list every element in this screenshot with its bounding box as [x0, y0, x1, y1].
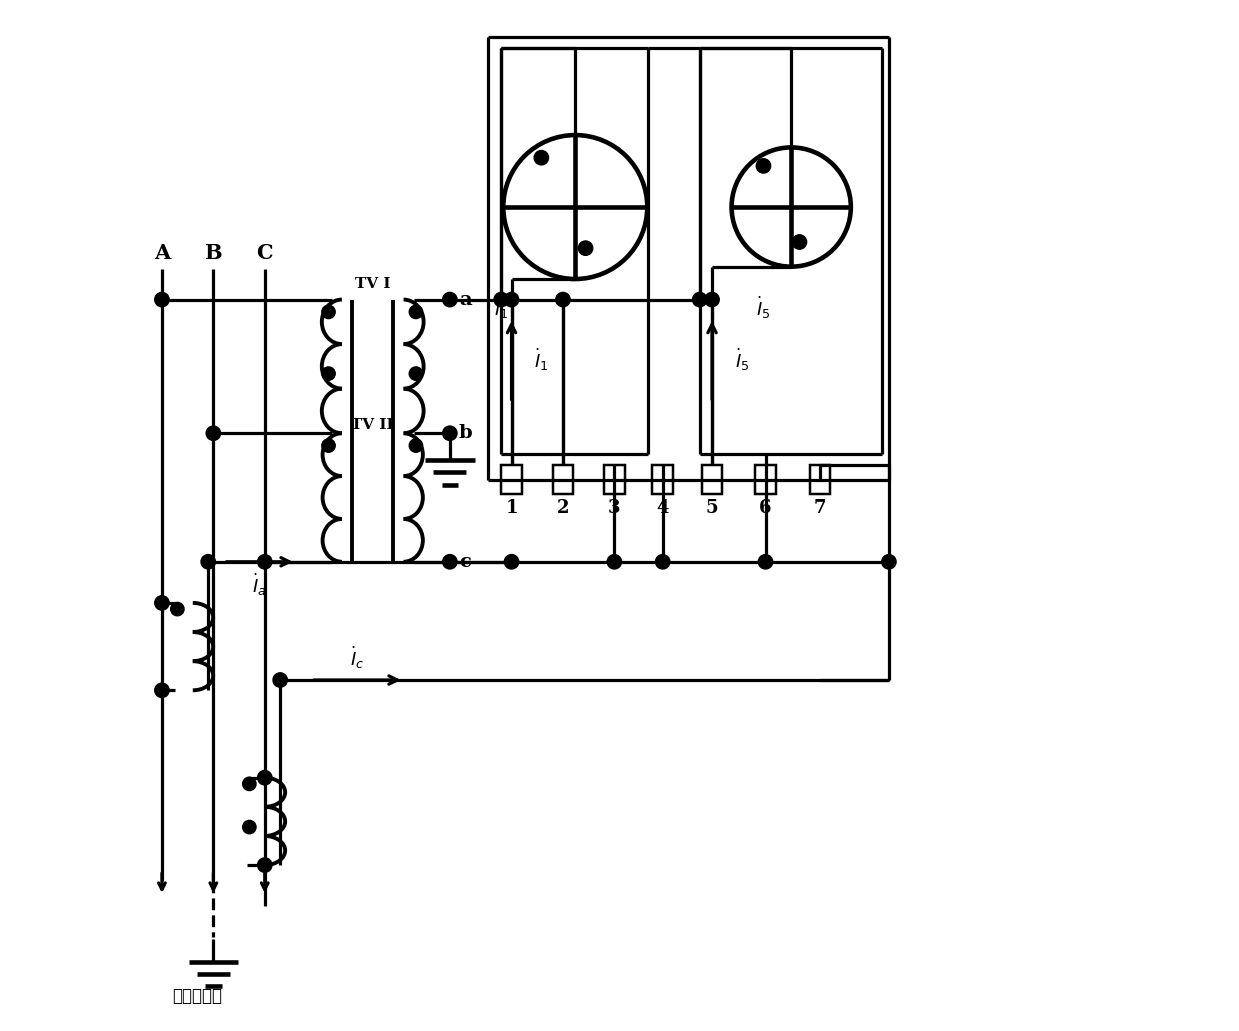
Text: 4: 4 [657, 499, 669, 518]
Circle shape [258, 555, 273, 569]
Text: 2: 2 [556, 499, 569, 518]
Text: B: B [204, 243, 222, 263]
Circle shape [243, 777, 256, 791]
Circle shape [206, 426, 221, 440]
Bar [553, 465, 574, 494]
Circle shape [409, 439, 422, 453]
Text: TV II: TV II [352, 418, 394, 432]
Circle shape [655, 555, 670, 569]
Circle shape [705, 293, 719, 307]
Circle shape [442, 426, 457, 440]
Bar [605, 465, 624, 494]
Text: 5: 5 [706, 499, 719, 518]
Text: TV I: TV I [356, 277, 390, 291]
Circle shape [442, 555, 457, 569]
Text: $\dot{I}_c$: $\dot{I}_c$ [351, 644, 364, 670]
Bar [653, 465, 673, 494]
Circle shape [504, 293, 519, 307]
Circle shape [882, 555, 896, 569]
Circle shape [792, 235, 807, 250]
Text: 7: 7 [814, 499, 826, 518]
Circle shape [756, 159, 771, 173]
Circle shape [322, 367, 336, 380]
Text: A: A [154, 243, 170, 263]
Circle shape [534, 151, 549, 165]
Text: c: c [460, 553, 471, 571]
Text: $\dot{I}_1$: $\dot{I}_1$ [534, 347, 549, 373]
Bar [502, 465, 522, 494]
Circle shape [607, 555, 622, 569]
Text: b: b [458, 424, 472, 442]
Text: C: C [256, 243, 273, 263]
Text: $\dot{I}_5$: $\dot{I}_5$ [735, 347, 750, 373]
Circle shape [322, 305, 336, 319]
Text: $\dot{I}_5$: $\dot{I}_5$ [756, 295, 771, 321]
Circle shape [409, 305, 422, 319]
Circle shape [693, 293, 707, 307]
Circle shape [155, 684, 170, 698]
Circle shape [494, 293, 508, 307]
Bar [701, 465, 722, 494]
Circle shape [201, 555, 216, 569]
Circle shape [442, 293, 457, 307]
Circle shape [243, 821, 256, 834]
Circle shape [556, 293, 570, 307]
Text: $\dot{I}_1$: $\dot{I}_1$ [494, 295, 508, 321]
Circle shape [409, 367, 422, 380]
Circle shape [322, 439, 336, 453]
Bar [756, 465, 776, 494]
Circle shape [258, 770, 273, 785]
Circle shape [155, 596, 170, 610]
Text: 3: 3 [608, 499, 621, 518]
Circle shape [155, 293, 170, 307]
Circle shape [171, 602, 185, 616]
Bar [810, 465, 830, 494]
Circle shape [579, 241, 592, 256]
Text: 1: 1 [506, 499, 518, 518]
Circle shape [258, 858, 273, 872]
Text: a: a [458, 291, 472, 308]
Text: 用户变压器: 用户变压器 [172, 988, 222, 1005]
Text: $\dot{I}_a$: $\dot{I}_a$ [253, 571, 266, 598]
Circle shape [504, 555, 519, 569]
Circle shape [273, 673, 287, 688]
Text: 6: 6 [760, 499, 772, 518]
Circle shape [758, 555, 773, 569]
